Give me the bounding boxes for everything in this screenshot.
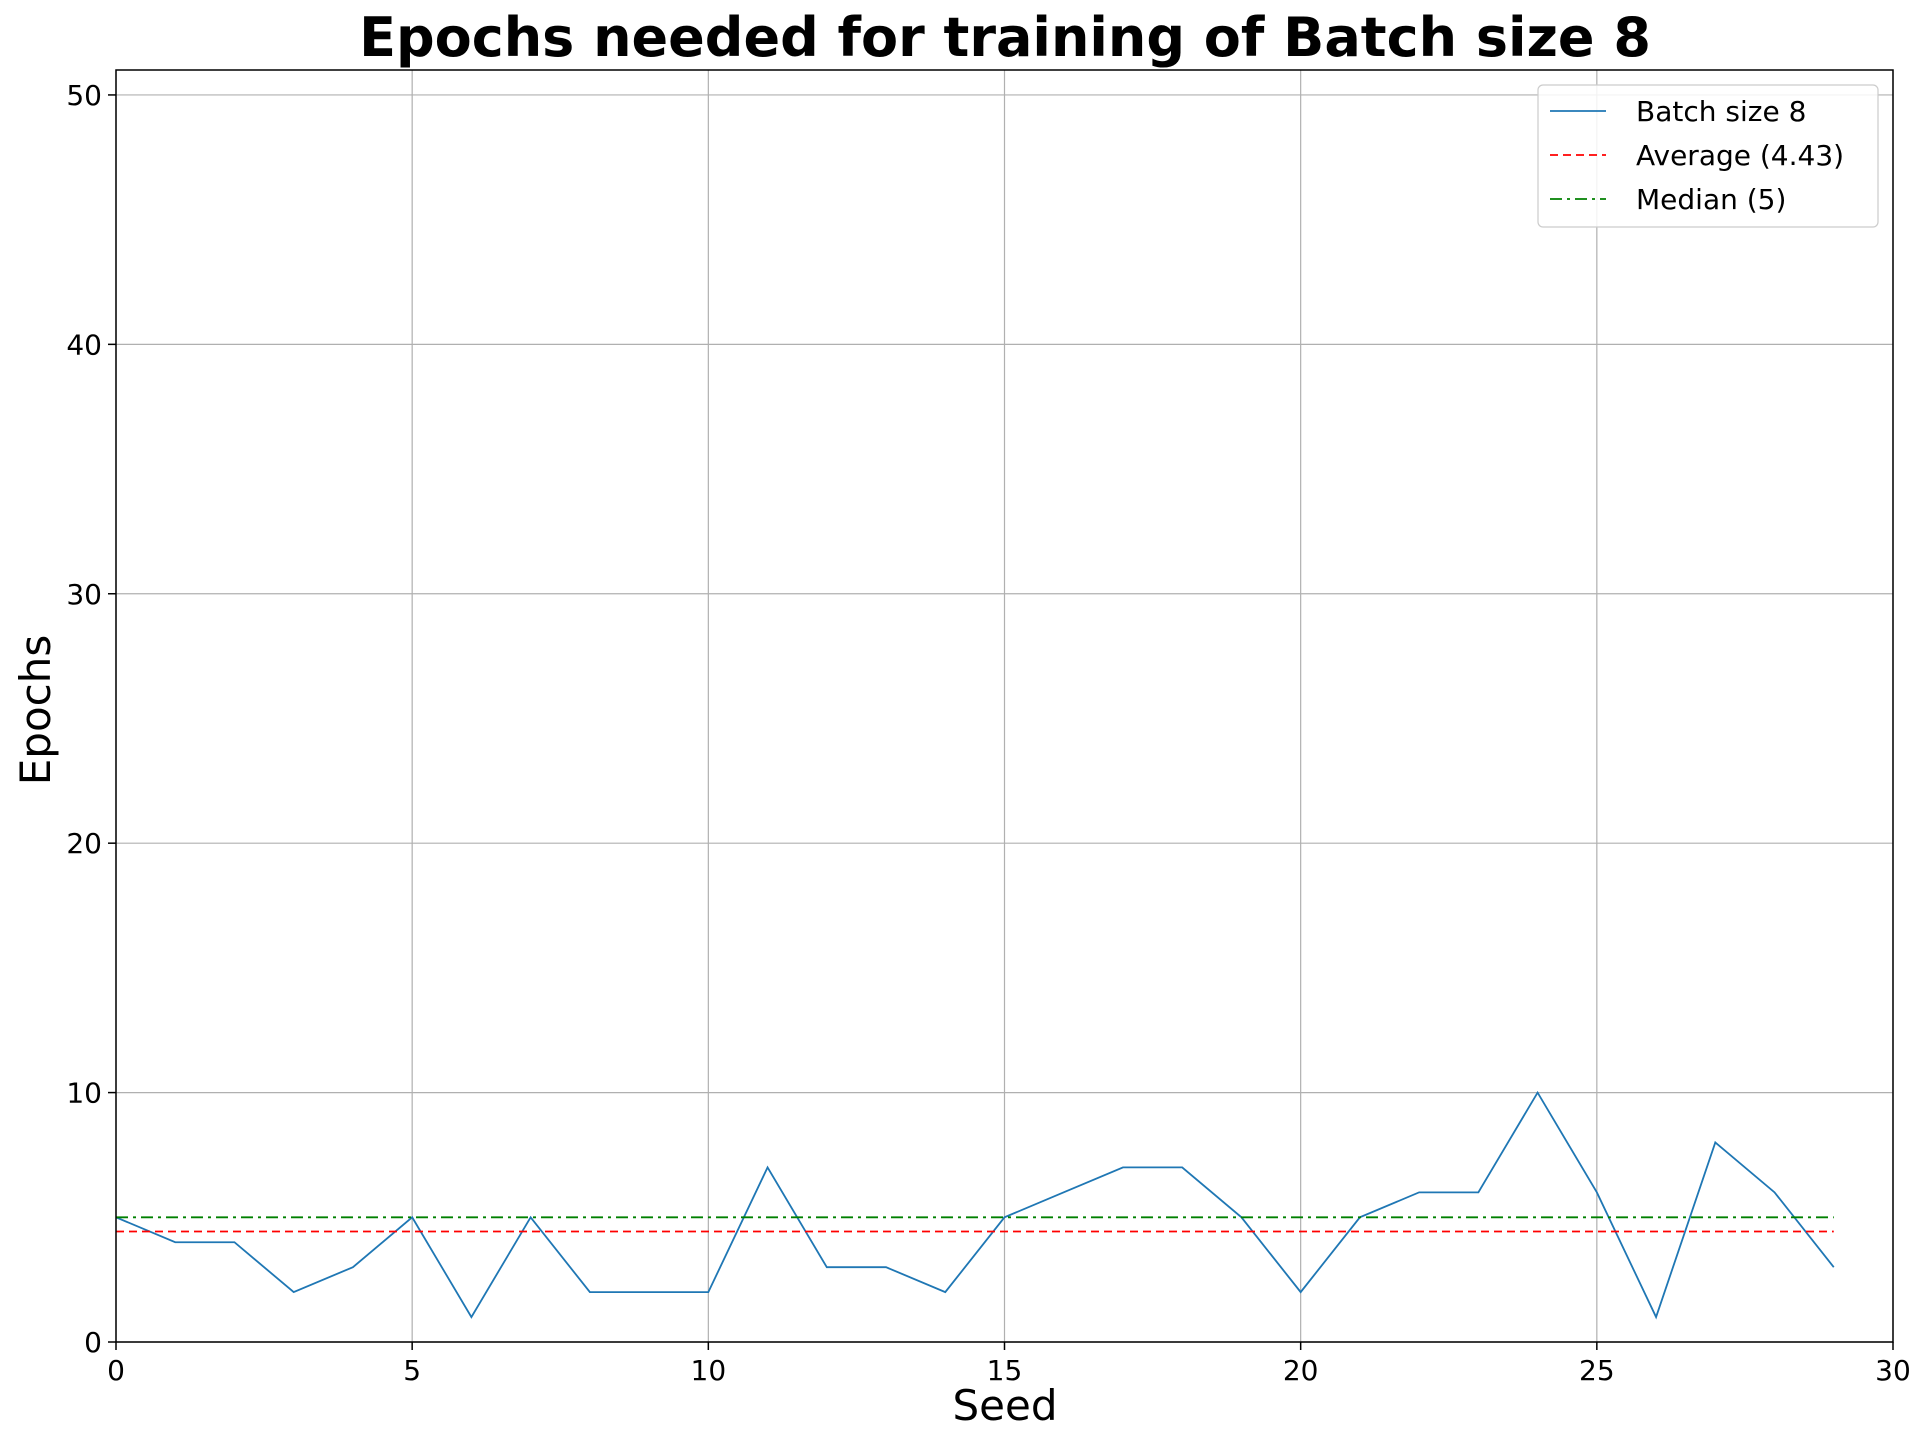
x-tick-label: 5 — [403, 1354, 421, 1387]
y-tick-label: 50 — [66, 79, 102, 112]
y-axis-label: Epochs — [11, 635, 60, 786]
y-tick-label: 30 — [66, 578, 102, 611]
legend-label: Average (4.43) — [1636, 139, 1844, 172]
legend: Batch size 8 Average (4.43) Median (5) — [1537, 84, 1879, 228]
y-tick-label: 10 — [66, 1077, 102, 1110]
y-tick-label: 0 — [84, 1326, 102, 1359]
x-tick-label: 30 — [1875, 1354, 1911, 1387]
legend-box — [1537, 84, 1879, 228]
x-tick-label: 15 — [987, 1354, 1023, 1387]
legend-label: Median (5) — [1636, 183, 1786, 216]
x-tick-label: 0 — [107, 1354, 125, 1387]
plot-series — [115, 1090, 1835, 1320]
x-axis-label: Seed — [953, 1381, 1058, 1430]
chart-title: Epochs needed for training of Batch size… — [359, 6, 1651, 69]
x-tick-label: 10 — [691, 1354, 727, 1387]
axis-ticks: 0 5 10 15 20 25 30 0 10 20 30 40 50 — [66, 79, 1910, 1387]
x-tick-label: 25 — [1579, 1354, 1615, 1387]
series-line-0 — [115, 1090, 1835, 1320]
y-tick-label: 40 — [66, 328, 102, 361]
y-tick-label: 20 — [66, 827, 102, 860]
legend-label: Batch size 8 — [1636, 95, 1806, 128]
x-tick-label: 20 — [1283, 1354, 1319, 1387]
